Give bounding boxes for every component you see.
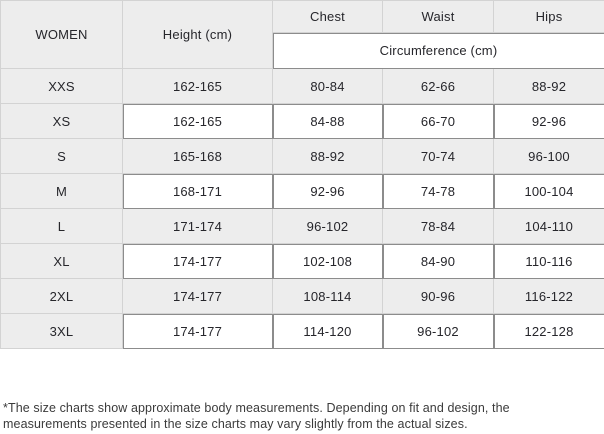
hips-value-cell: 122-128 — [493, 313, 604, 349]
height-value-cell: 171-174 — [122, 208, 273, 244]
chest-value-cell: 88-92 — [272, 138, 383, 174]
header-circumference: Circumference (cm) — [272, 32, 604, 69]
size-label-cell: L — [0, 208, 123, 244]
size-label-cell: XL — [0, 243, 123, 279]
hips-value-cell: 88-92 — [493, 68, 604, 104]
waist-value-cell: 74-78 — [382, 173, 494, 209]
chest-value-cell: 80-84 — [272, 68, 383, 104]
hips-value-cell: 110-116 — [493, 243, 604, 279]
header-row-circumference: Circumference (cm) — [1, 32, 604, 69]
waist-value-cell: 62-66 — [382, 68, 494, 104]
header-height: Height (cm) — [122, 0, 273, 69]
waist-value-cell: 66-70 — [382, 103, 494, 139]
height-value-cell: 165-168 — [122, 138, 273, 174]
size-chart-body: XXS 162-165 80-84 62-66 88-92 XS 162-165 84-88 6… — [0, 68, 604, 349]
waist-value-cell: 90-96 — [382, 278, 494, 314]
size-label-cell: XXS — [0, 68, 123, 104]
waist-value-cell: 78-84 — [382, 208, 494, 244]
hips-value-cell: 104-110 — [493, 208, 604, 244]
header-waist: Waist — [382, 0, 494, 33]
height-value-cell: 174-177 — [122, 243, 273, 279]
height-value-cell: 162-165 — [122, 103, 273, 139]
table-row: 2XL 174-177 108-114 90-96 116-122 — [0, 278, 604, 314]
chest-value-cell: 114-120 — [272, 313, 383, 349]
size-label-cell: 2XL — [0, 278, 123, 314]
table-row: XXS 162-165 80-84 62-66 88-92 — [0, 68, 604, 104]
hips-value-cell: 96-100 — [493, 138, 604, 174]
header-hips: Hips — [493, 0, 604, 33]
height-value-cell: 162-165 — [122, 68, 273, 104]
table-row: XL 174-177 102-108 84-90 110-116 — [0, 243, 604, 279]
height-value-cell: 168-171 — [122, 173, 273, 209]
table-row: S 165-168 88-92 70-74 96-100 — [0, 138, 604, 174]
size-label-cell: S — [0, 138, 123, 174]
hips-value-cell: 116-122 — [493, 278, 604, 314]
waist-value-cell: 96-102 — [382, 313, 494, 349]
header-chest: Chest — [272, 0, 383, 33]
header-group-women: WOMEN — [0, 0, 123, 69]
chest-value-cell: 84-88 — [272, 103, 383, 139]
height-value-cell: 174-177 — [122, 278, 273, 314]
height-value-cell: 174-177 — [122, 313, 273, 349]
hips-value-cell: 100-104 — [493, 173, 604, 209]
chest-value-cell: 102-108 — [272, 243, 383, 279]
table-row: XS 162-165 84-88 66-70 92-96 — [0, 103, 604, 139]
waist-value-cell: 84-90 — [382, 243, 494, 279]
size-label-cell: 3XL — [0, 313, 123, 349]
hips-value-cell: 92-96 — [493, 103, 604, 139]
chest-value-cell: 92-96 — [272, 173, 383, 209]
table-row: 3XL 174-177 114-120 96-102 122-128 — [0, 313, 604, 349]
size-label-cell: M — [0, 173, 123, 209]
chest-value-cell: 108-114 — [272, 278, 383, 314]
chest-value-cell: 96-102 — [272, 208, 383, 244]
header-row-main: WOMEN Height (cm) Chest Waist Hips — [0, 0, 604, 69]
table-row: L 171-174 96-102 78-84 104-110 — [0, 208, 604, 244]
footnote: *The size charts show approximate body m… — [3, 401, 510, 431]
size-label-cell: XS — [0, 103, 123, 139]
waist-value-cell: 70-74 — [382, 138, 494, 174]
size-chart-table: WOMEN Height (cm) Chest Waist Hips Circu… — [0, 0, 604, 349]
table-row: M 168-171 92-96 74-78 100-104 — [0, 173, 604, 209]
